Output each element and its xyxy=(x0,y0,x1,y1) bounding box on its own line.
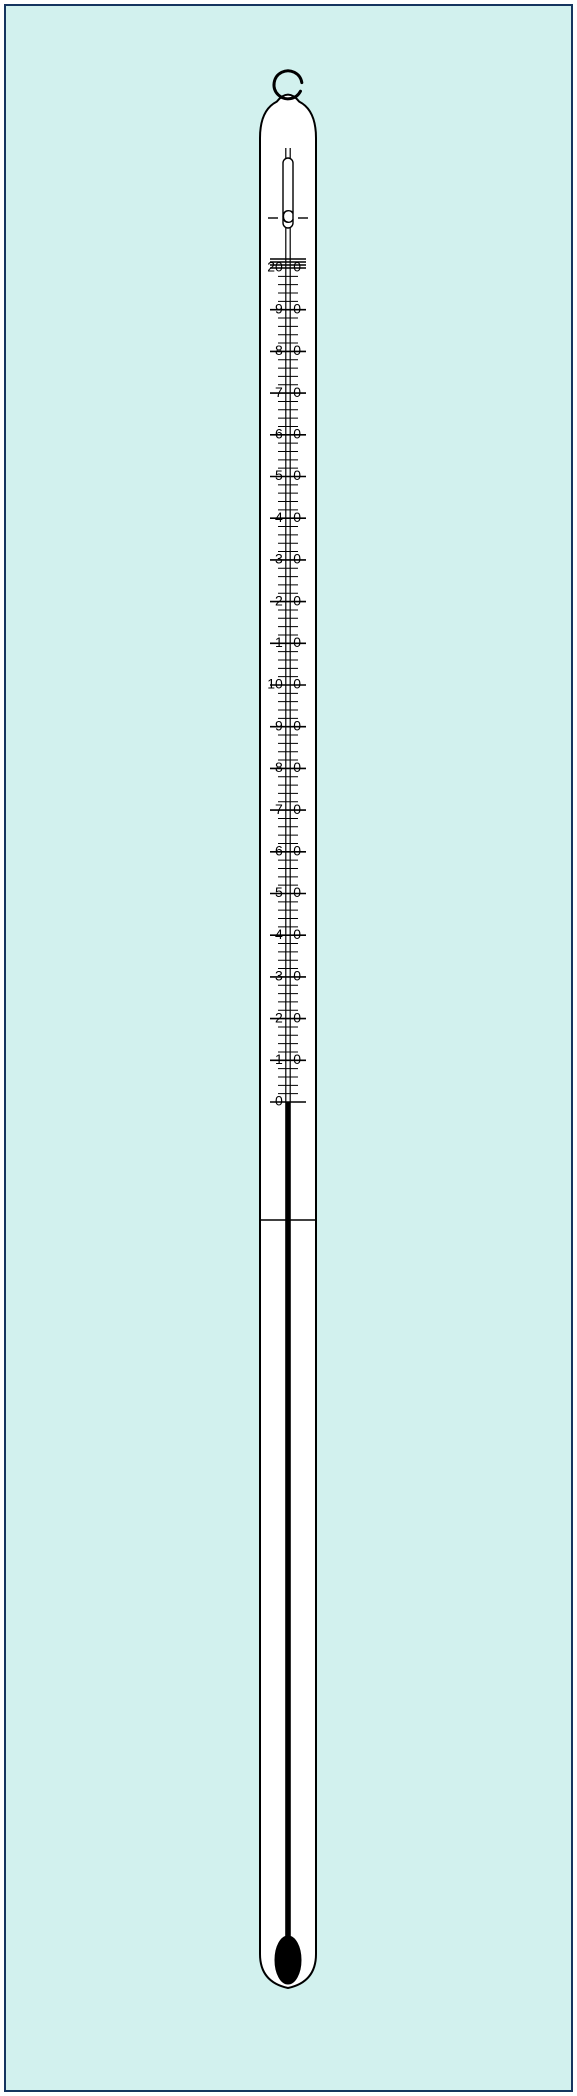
scale-label-left: 8 xyxy=(275,759,283,775)
scale-label-left: 10 xyxy=(267,676,283,692)
scale-label-right: 0 xyxy=(293,717,301,733)
scale-label-right: 0 xyxy=(293,968,301,984)
scale-label-left: 2 xyxy=(275,1009,283,1025)
scale-label-right: 0 xyxy=(293,384,301,400)
scale-label-right: 0 xyxy=(293,634,301,650)
scale-label-left: 0 xyxy=(275,1093,283,1109)
scale-label-left: 4 xyxy=(275,509,283,525)
scale-label-right: 0 xyxy=(293,467,301,483)
scale-label-right: 0 xyxy=(293,426,301,442)
scale-label-left: 4 xyxy=(275,926,283,942)
scale-label-left: 2 xyxy=(275,592,283,608)
scale-label-left: 3 xyxy=(275,968,283,984)
scale-label-left: 8 xyxy=(275,342,283,358)
scale-label-right: 0 xyxy=(293,1009,301,1025)
scale-label-left: 3 xyxy=(275,551,283,567)
scale-label-right: 0 xyxy=(293,509,301,525)
scale-label-right: 0 xyxy=(293,259,301,275)
scale-label-left: 6 xyxy=(275,843,283,859)
scale-label-left: 6 xyxy=(275,426,283,442)
scale-label-right: 0 xyxy=(293,884,301,900)
scale-label-right: 0 xyxy=(293,300,301,316)
scale-label-right: 0 xyxy=(293,1051,301,1067)
scale-label-left: 1 xyxy=(275,1051,283,1067)
liquid-column xyxy=(286,1102,290,1955)
thermometer-diagram: C200908070605040302010100908070605040302… xyxy=(0,0,577,2096)
scale-label-left: 9 xyxy=(275,717,283,733)
scale-label-left: 7 xyxy=(275,384,283,400)
scale-label-right: 0 xyxy=(293,843,301,859)
scale-label-left: 5 xyxy=(275,884,283,900)
scale-label-right: 0 xyxy=(293,592,301,608)
scale-label-left: 20 xyxy=(267,259,283,275)
scale-label-right: 0 xyxy=(293,801,301,817)
scale-label-right: 0 xyxy=(293,342,301,358)
scale-label-right: 0 xyxy=(293,551,301,567)
scale-label-left: 9 xyxy=(275,300,283,316)
scale-label-left: 5 xyxy=(275,467,283,483)
scale-label-right: 0 xyxy=(293,676,301,692)
unit-label: C xyxy=(282,207,295,227)
scale-label-left: 1 xyxy=(275,634,283,650)
scale-label-right: 0 xyxy=(293,759,301,775)
scale-label-right: 0 xyxy=(293,926,301,942)
scale-label-left: 7 xyxy=(275,801,283,817)
